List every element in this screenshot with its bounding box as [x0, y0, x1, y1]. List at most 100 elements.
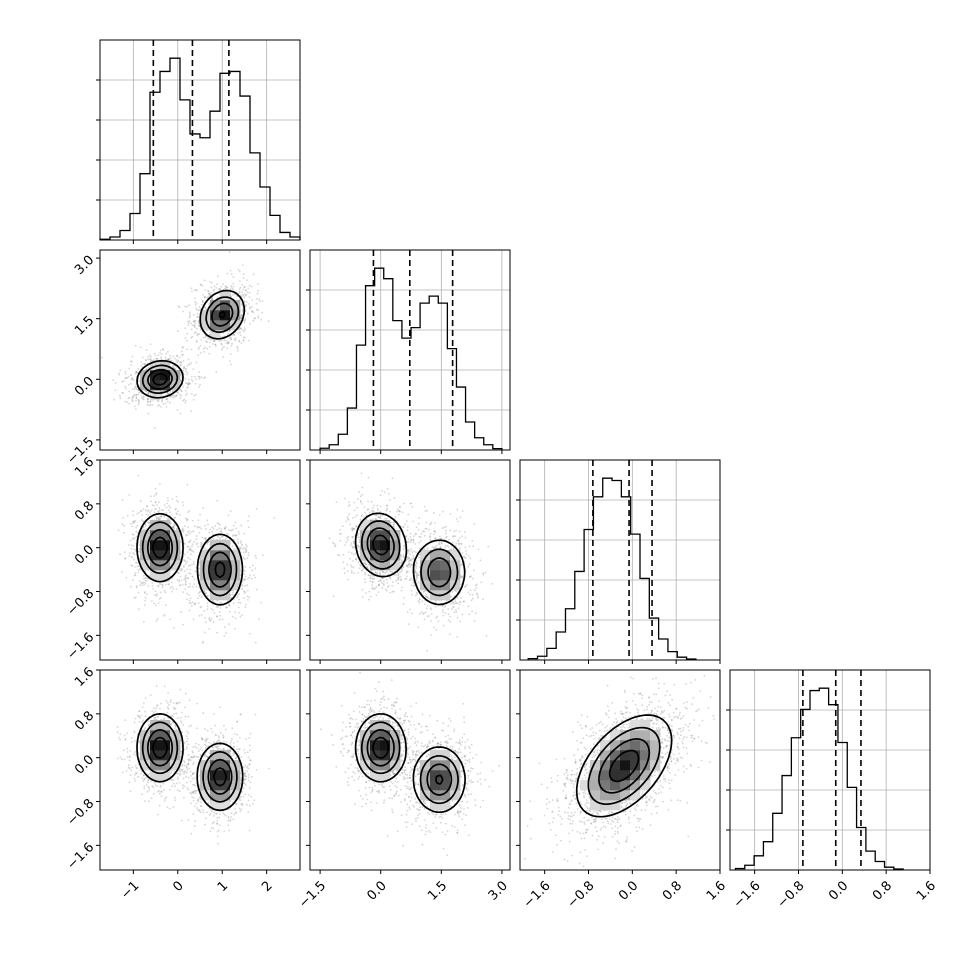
- sample-point: [241, 587, 244, 590]
- sample-point: [199, 383, 201, 386]
- sample-point: [249, 306, 251, 309]
- sample-point: [203, 617, 206, 619]
- sample-point: [164, 591, 167, 594]
- sample-point: [398, 510, 401, 513]
- sample-point: [194, 570, 197, 573]
- sample-point: [140, 509, 142, 512]
- sample-point: [127, 544, 130, 546]
- sample-point: [392, 521, 395, 524]
- sample-point: [185, 534, 188, 537]
- sample-point: [163, 515, 166, 518]
- sample-point: [409, 553, 411, 556]
- sample-point: [374, 571, 377, 574]
- sample-point: [168, 358, 171, 361]
- sample-point: [149, 404, 152, 406]
- sample-point: [238, 547, 241, 549]
- sample-point: [410, 559, 412, 562]
- histogram-grid-1: [306, 250, 510, 450]
- sample-point: [243, 546, 245, 549]
- sample-point: [173, 517, 176, 519]
- sample-point: [186, 387, 188, 389]
- sample-point: [148, 392, 150, 394]
- sample-point: [137, 403, 140, 406]
- sample-point: [426, 596, 429, 599]
- sample-point: [357, 561, 360, 564]
- sample-point: [243, 573, 245, 575]
- y-tick-label: 0.0: [72, 374, 97, 399]
- sample-point: [180, 390, 183, 392]
- sample-point: [130, 360, 132, 363]
- sample-point: [412, 579, 414, 582]
- sample-point: [190, 287, 193, 290]
- sample-point: [148, 391, 150, 394]
- sample-point: [135, 399, 137, 402]
- y-tick-label: 0.8: [72, 499, 97, 524]
- sample-point: [236, 345, 239, 348]
- sample-point: [180, 374, 182, 376]
- sample-point: [121, 523, 124, 526]
- sample-point: [328, 537, 331, 540]
- sample-point: [135, 561, 138, 564]
- sample-point: [224, 538, 227, 541]
- sample-point: [350, 528, 353, 530]
- sample-point: [425, 593, 427, 595]
- sample-point: [187, 526, 189, 529]
- sample-point: [192, 368, 195, 370]
- sample-point: [216, 296, 219, 299]
- sample-point: [226, 347, 229, 349]
- sample-point: [143, 577, 145, 580]
- sample-point: [464, 531, 466, 533]
- sample-point: [168, 505, 171, 507]
- sample-point: [379, 572, 381, 575]
- sample-point: [442, 614, 445, 617]
- sample-point: [157, 584, 160, 587]
- density-cell: [210, 300, 221, 311]
- sample-point: [247, 515, 250, 518]
- sample-point: [254, 317, 257, 320]
- density-cell: [170, 540, 181, 551]
- sample-point: [223, 635, 226, 637]
- sample-point: [236, 596, 238, 599]
- sample-point: [399, 506, 401, 508]
- sample-point: [203, 610, 206, 612]
- sample-point: [160, 358, 163, 361]
- sample-point: [142, 362, 144, 365]
- sample-point: [161, 584, 164, 587]
- sample-point: [254, 567, 257, 570]
- sample-point: [161, 390, 164, 392]
- sample-point: [158, 516, 161, 519]
- sample-point: [179, 569, 182, 572]
- sample-point: [255, 508, 258, 510]
- sample-point: [122, 517, 125, 519]
- sample-point: [218, 538, 221, 541]
- sample-point: [403, 502, 405, 505]
- sample-point: [242, 551, 245, 554]
- sample-point: [190, 410, 193, 413]
- sample-point: [385, 509, 388, 512]
- sample-point: [344, 497, 346, 500]
- sample-point: [193, 394, 196, 397]
- sample-point: [230, 338, 233, 341]
- sample-point: [193, 297, 196, 299]
- sample-point: [195, 585, 198, 588]
- sample-point: [144, 599, 147, 602]
- sample-point: [158, 598, 161, 600]
- sample-point: [197, 526, 200, 529]
- density-panel-1-0: −1.50.01.53.0: [64, 249, 301, 468]
- sample-point: [245, 304, 248, 306]
- sample-point: [407, 623, 410, 625]
- sample-point: [185, 533, 188, 536]
- sample-point: [440, 537, 443, 540]
- sample-point: [144, 362, 147, 365]
- sample-point: [229, 529, 232, 532]
- sample-point: [359, 500, 362, 502]
- sample-point: [244, 329, 246, 332]
- sample-point: [191, 531, 193, 533]
- sample-point: [465, 584, 468, 586]
- sample-point: [234, 337, 237, 340]
- sample-point: [129, 374, 132, 376]
- sample-point: [133, 566, 136, 568]
- density-contours: [136, 512, 244, 606]
- sample-point: [188, 363, 190, 366]
- sample-point: [130, 382, 132, 385]
